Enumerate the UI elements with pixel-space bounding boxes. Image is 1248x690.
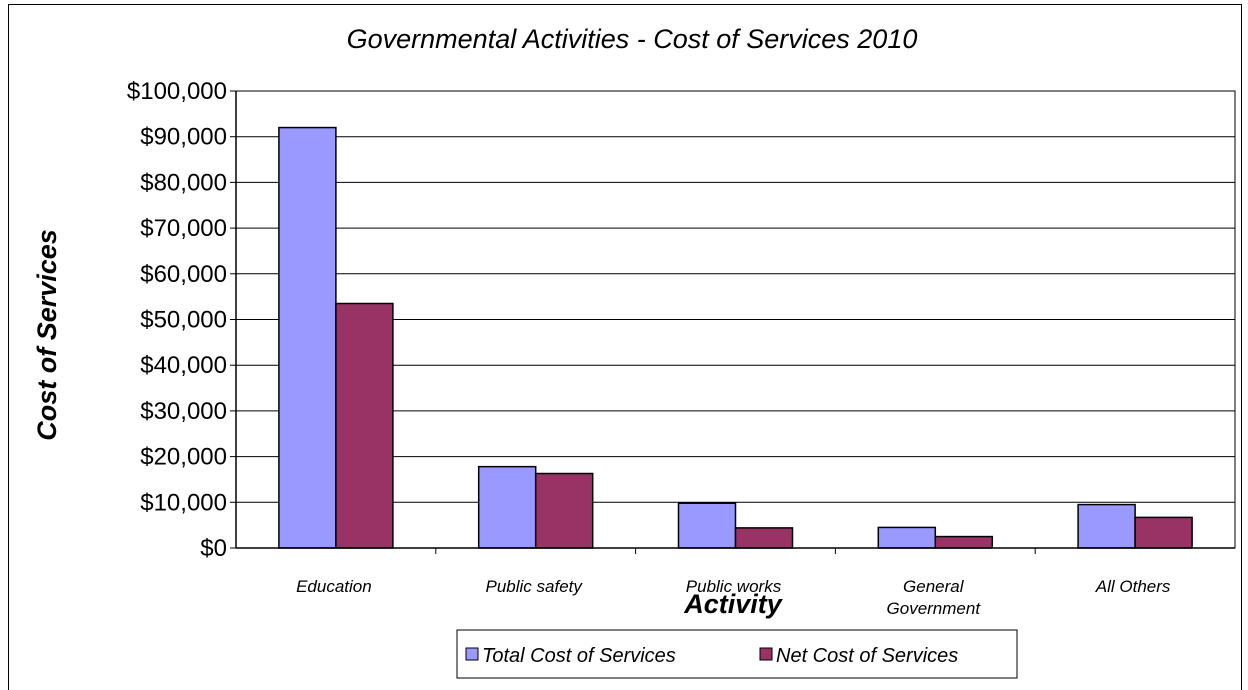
x-tick-label: Education [296,577,372,596]
y-tick-label: $10,000 [140,489,227,516]
legend-label: Total Cost of Services [482,645,676,667]
chart-frame [8,4,1242,690]
legend-box [456,629,1018,679]
y-tick-label: $80,000 [140,169,227,196]
chart-title: Governmental Activities - Cost of Servic… [347,24,918,54]
bar [1134,516,1193,549]
plot-area: $0 $10,000 $20,000 $30,000 $40,000 $50,000 $60… [127,78,1236,618]
bar [1077,503,1136,549]
bar [477,465,537,549]
x-tick-label: All Others [1095,577,1171,596]
x-tick-label: Public works [686,577,782,596]
y-tick-label: $60,000 [140,261,227,288]
y-tick-label: $20,000 [140,444,227,471]
x-tick-label: General [903,577,965,596]
legend: Total Cost of Services Net Cost of Servic… [456,629,1018,679]
y-tick-label: $100,000 [127,78,227,105]
x-tick-label: Public safety [486,577,584,596]
bar [534,472,594,549]
bar [877,526,937,549]
bar [734,527,794,549]
legend-label: Net Cost of Services [776,645,958,667]
y-tick-label: $0 [200,535,227,562]
y-tick-label: $90,000 [140,124,227,151]
bar [677,502,737,549]
y-tick-label: $50,000 [140,307,227,334]
y-tick-label: $70,000 [140,215,227,242]
bar [335,302,394,549]
x-tick-label: Government [887,599,982,618]
x-axis-label: Activity [683,589,784,619]
legend-swatch [465,647,479,661]
bar [934,535,994,549]
y-tick-label: $30,000 [140,398,227,425]
legend-swatch [759,647,773,661]
bar [278,126,337,549]
y-axis-label: Cost of Services [32,229,62,441]
y-tick-label: $40,000 [140,352,227,379]
